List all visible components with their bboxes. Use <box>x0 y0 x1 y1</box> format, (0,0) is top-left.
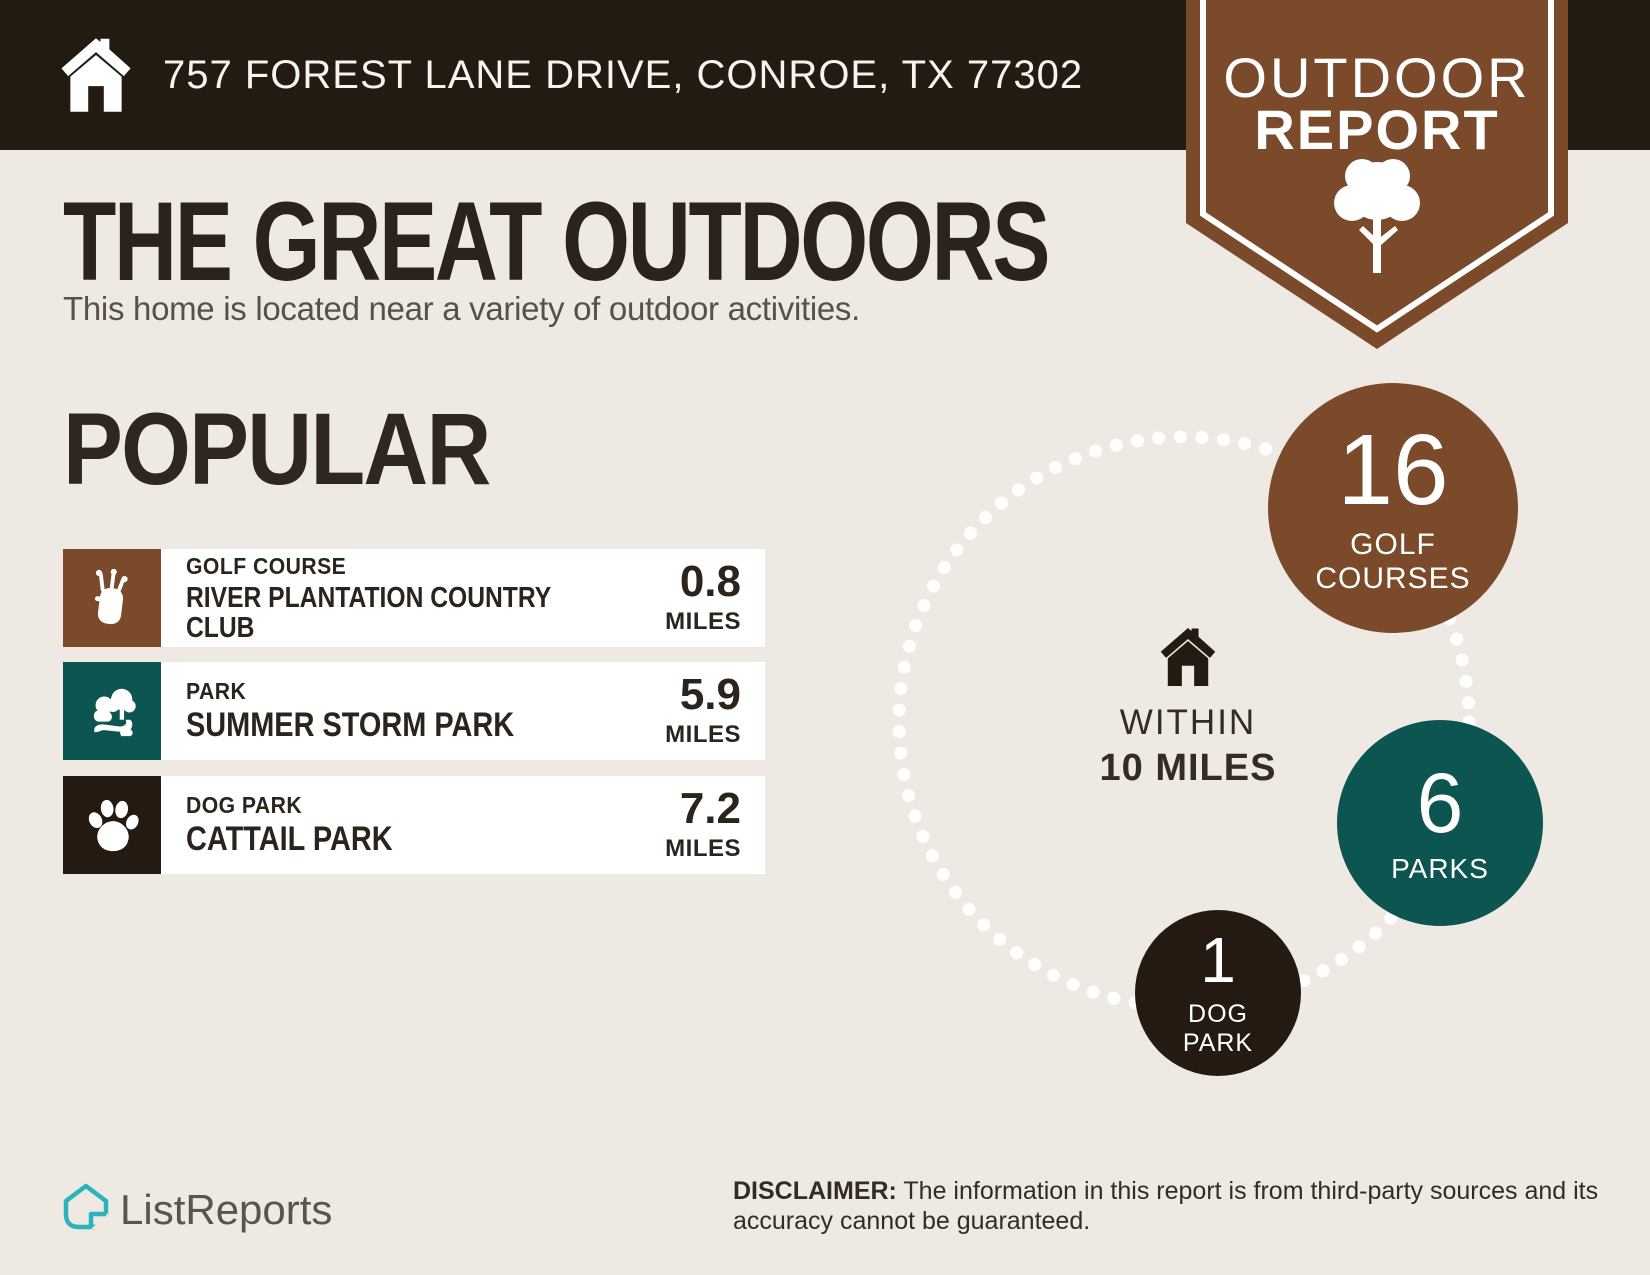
badge-line1: OUTDOOR <box>1223 46 1530 109</box>
park-trees-icon <box>63 662 161 760</box>
listreports-logo-icon <box>63 1183 109 1230</box>
distance-unit: MILES <box>665 608 741 635</box>
paw-icon <box>63 776 161 874</box>
distance-unit: MILES <box>665 835 741 862</box>
badge-border <box>1200 0 1554 333</box>
stat-value: 6 <box>1416 755 1464 850</box>
page-title: THE GREAT OUTDOORS <box>63 179 1051 304</box>
list-item-park: PARK SUMMER STORM PARK 5.9 MILES <box>63 662 765 760</box>
stat-label: GOLF COURSES <box>1315 527 1471 596</box>
stat-dog-park: 1 DOG PARK <box>1135 910 1301 1076</box>
item-distance: 7.2 MILES <box>609 787 765 863</box>
home-icon <box>1160 628 1216 686</box>
stat-parks: 6 PARKS <box>1337 720 1543 926</box>
listreports-brand: ListReports <box>120 1186 333 1233</box>
distance-value: 7.2 <box>679 784 741 833</box>
stat-value: 1 <box>1200 924 1236 997</box>
disclaimer-label: DISCLAIMER: <box>733 1177 897 1205</box>
disclaimer-text-2: accuracy cannot be guaranteed. <box>733 1207 1091 1235</box>
item-category: DOG PARK <box>186 792 303 819</box>
tree-icon <box>1334 159 1420 273</box>
item-distance: 0.8 MILES <box>609 560 765 636</box>
item-name: RIVER PLANTATION COUNTRY CLUB <box>186 581 551 644</box>
stat-golf-courses: 16 GOLF COURSES <box>1268 383 1518 633</box>
property-address: 757 FOREST LANE DRIVE, CONROE, TX 77302 <box>163 53 1084 97</box>
popular-heading: POPULAR <box>63 392 491 506</box>
distance-value: 0.8 <box>679 557 741 606</box>
item-distance: 5.9 MILES <box>609 673 765 749</box>
stat-value: 16 <box>1337 413 1449 526</box>
stat-label: PARKS <box>1391 852 1489 884</box>
badge-line2: REPORT <box>1254 98 1499 161</box>
disclaimer-text-1: The information in this report is from t… <box>903 1177 1599 1205</box>
radius-label: 10 MILES <box>1099 747 1277 789</box>
home-icon <box>61 38 131 112</box>
disclaimer: DISCLAIMER: The information in this repo… <box>733 1176 1633 1236</box>
list-item-golf-course: GOLF COURSE RIVER PLANTATION COUNTRY CLU… <box>63 549 765 647</box>
radius-center-label: WITHIN 10 MILES <box>1066 628 1310 790</box>
golf-bag-icon <box>63 549 161 647</box>
outdoor-report-badge: OUTDOOR REPORT <box>1186 0 1568 349</box>
list-item-panel: GOLF COURSE RIVER PLANTATION COUNTRY CLU… <box>161 549 765 647</box>
distance-value: 5.9 <box>679 670 741 719</box>
item-name: CATTAIL PARK <box>186 820 393 859</box>
item-category: PARK <box>186 678 247 705</box>
list-item-panel: DOG PARK CATTAIL PARK 7.2 MILES <box>161 776 765 874</box>
list-item-dog-park: DOG PARK CATTAIL PARK 7.2 MILES <box>63 776 765 874</box>
within-label: WITHIN <box>1119 703 1257 742</box>
item-category: GOLF COURSE <box>186 552 347 579</box>
item-name: SUMMER STORM PARK <box>186 706 515 745</box>
stat-label: DOG PARK <box>1182 1000 1254 1057</box>
page-subtitle: This home is located near a variety of o… <box>63 290 860 327</box>
distance-unit: MILES <box>665 721 741 748</box>
list-item-panel: PARK SUMMER STORM PARK 5.9 MILES <box>161 662 765 760</box>
